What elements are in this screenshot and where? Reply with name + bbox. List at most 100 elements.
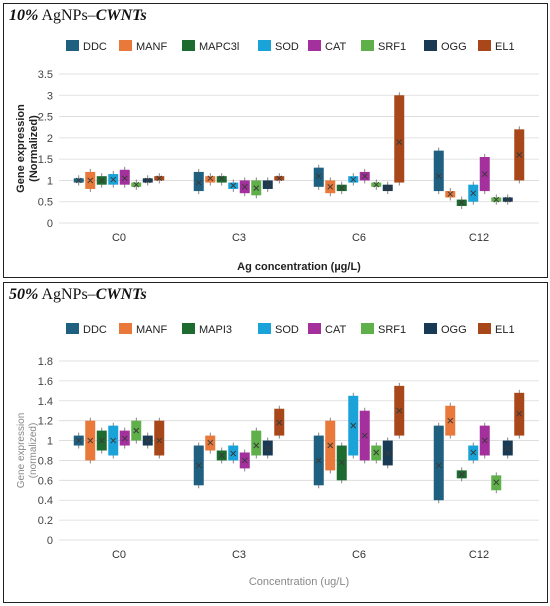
box-srf1: [251, 430, 262, 456]
mean-marker: [338, 185, 345, 191]
y-tick-label: 2: [47, 133, 53, 145]
x-tick-label: C3: [232, 232, 246, 244]
box-ddc: [313, 167, 324, 187]
legend-swatch: [361, 40, 374, 51]
mean-marker: [396, 407, 403, 414]
y-tick-label: 0.8: [38, 455, 53, 467]
chart-title: 50% AgNPs–CWNTs: [9, 286, 147, 304]
y-tick-label: 3.5: [38, 69, 53, 81]
legend-label: MAPI3: [199, 324, 232, 336]
mean-marker: [470, 190, 477, 197]
mean-marker: [327, 183, 334, 190]
mean-marker: [264, 445, 271, 452]
legend-swatch: [119, 40, 132, 51]
mean-marker: [373, 449, 380, 456]
box-chart-50pct: DDC MANF MAPI3 SOD CAT SRF1 OGG EL1 0 0.2 0.4 0.6 0.…: [16, 323, 539, 588]
mean-marker: [253, 442, 260, 449]
mean-marker: [241, 457, 248, 464]
mean-marker: [75, 437, 82, 444]
box-ddc: [433, 150, 444, 192]
y-tick-label: 1.4: [38, 396, 53, 408]
mean-marker: [384, 450, 391, 457]
legend-swatch: [119, 323, 132, 334]
mean-marker: [276, 175, 283, 182]
legend-swatch: [66, 40, 79, 51]
mean-marker: [121, 435, 128, 442]
legend-label: CAT: [325, 324, 346, 336]
legend-swatch: [182, 323, 195, 334]
mean-marker: [230, 182, 237, 189]
mean-marker: [396, 139, 403, 145]
mean-marker: [218, 452, 225, 459]
mean-marker: [195, 462, 202, 469]
mean-marker: [207, 439, 214, 446]
y-tick-label: 1.2: [38, 416, 53, 428]
legend-label: SRF1: [378, 324, 406, 336]
legend-swatch: [182, 40, 195, 51]
y-tick-label: 2.5: [38, 112, 53, 124]
y-tick-label: 0: [47, 535, 53, 547]
mean-marker: [230, 450, 237, 457]
mean-marker: [218, 175, 225, 182]
box-ddc: [193, 171, 204, 192]
legend-swatch: [308, 323, 321, 334]
y-tick-label: 0.4: [38, 495, 53, 507]
y-tick-label: 0.6: [38, 475, 53, 487]
mean-marker: [373, 181, 380, 188]
legend-label: EL1: [495, 41, 515, 53]
mean-marker: [470, 449, 477, 456]
chart-title: 10% AgNPs–CWNTs: [9, 7, 147, 25]
y-tick-label: 1.6: [38, 376, 53, 388]
legend-label: CAT: [325, 41, 346, 53]
title-cwnts: CWNTs: [95, 286, 147, 303]
chart-panel-50pct: 50% AgNPs–CWNTs DDC MANF MAPI3 SOD CAT SRF1 OG…: [3, 282, 548, 603]
mean-marker: [253, 185, 260, 191]
title-mid: AgNPs–: [38, 286, 96, 303]
mean-marker: [121, 175, 128, 182]
x-tick-label: C6: [352, 232, 366, 244]
mean-marker: [481, 437, 488, 444]
y-axis-label: Gene expression(Normalized): [15, 104, 40, 193]
y-tick-label: 1.8: [38, 356, 53, 368]
mean-marker: [110, 176, 117, 183]
mean-marker: [144, 177, 151, 184]
x-tick-label: C6: [352, 549, 366, 561]
title-percent: 10%: [9, 7, 39, 24]
box-el1: [154, 420, 165, 456]
legend-label: SOD: [275, 324, 299, 336]
mean-marker: [241, 183, 248, 190]
mean-marker: [315, 173, 322, 180]
mean-marker: [87, 437, 94, 444]
x-axis-label: Ag concentration (µg/L): [237, 261, 361, 273]
y-tick-label: 1: [47, 436, 53, 448]
legend-swatch: [308, 40, 321, 51]
mean-marker: [516, 410, 523, 417]
legend-label: DDC: [83, 324, 107, 336]
y-tick-label: 0: [47, 218, 53, 230]
legend-label: OGG: [441, 324, 467, 336]
mean-marker: [98, 437, 105, 444]
mean-marker: [384, 185, 391, 191]
x-tick-label: C0: [112, 549, 126, 561]
legend-label: MANF: [136, 41, 167, 53]
legend-swatch: [478, 323, 491, 334]
legend-label: MAPC3l: [199, 41, 239, 53]
x-tick-label: C12: [469, 232, 489, 244]
mean-marker: [276, 419, 283, 426]
y-tick-label: 1: [47, 175, 53, 187]
box-ddc: [433, 425, 444, 501]
box-manf: [205, 176, 216, 183]
mean-marker: [435, 462, 442, 469]
mean-marker: [350, 176, 357, 183]
legend-swatch: [258, 323, 271, 334]
mean-marker: [361, 173, 368, 180]
mean-marker: [435, 173, 442, 180]
box-el1: [394, 95, 405, 183]
title-percent: 50%: [9, 286, 39, 303]
legend-label: OGG: [441, 41, 467, 53]
y-tick-label: 1.5: [38, 154, 53, 166]
mean-marker: [447, 191, 454, 197]
mean-marker: [133, 181, 140, 188]
legend-swatch: [258, 40, 271, 51]
mean-marker: [156, 437, 163, 444]
